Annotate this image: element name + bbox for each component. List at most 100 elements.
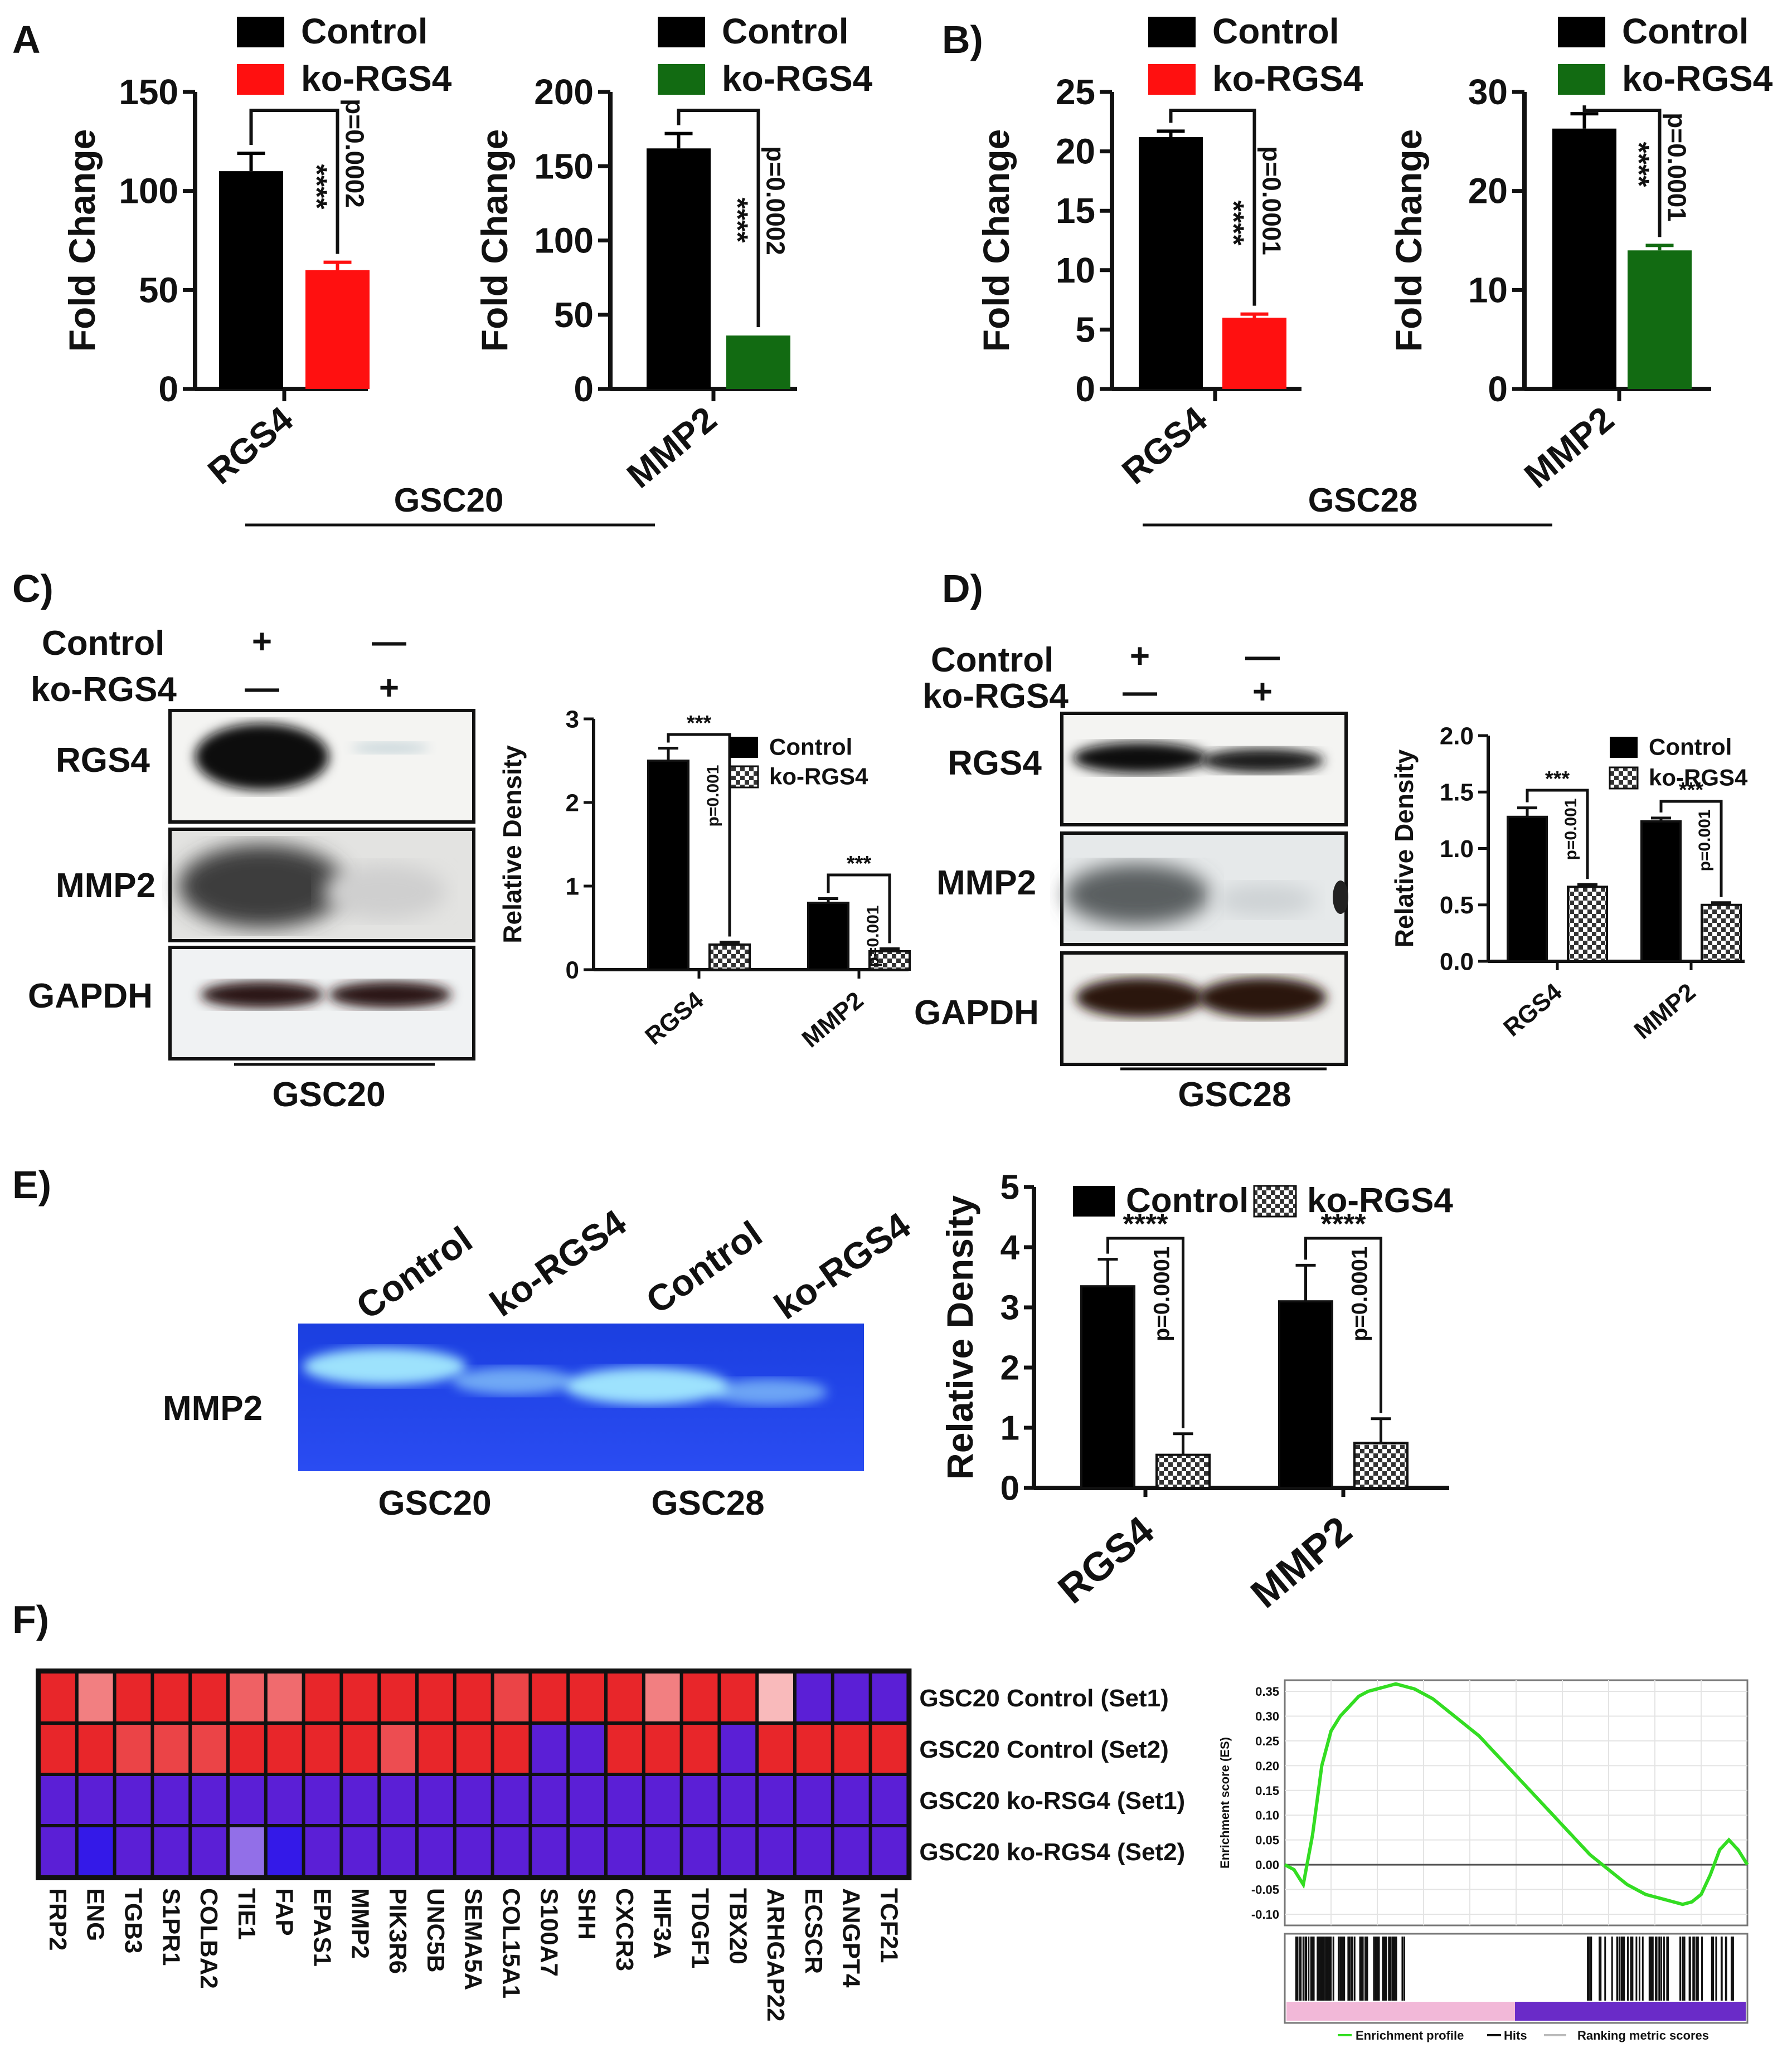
heatmap-cell [532, 1776, 567, 1824]
blot-c-band-label-mmp2: MMP2 [56, 867, 156, 905]
heatmap-cell [456, 1725, 491, 1773]
heatmap-cell [419, 1674, 453, 1721]
heatmap-gene-label: TCF21 [876, 1888, 903, 1963]
bar-control [807, 902, 849, 971]
panel-label-c: C) [12, 567, 54, 610]
heatmap-cell [192, 1776, 226, 1824]
heatmap-cell [154, 1725, 189, 1773]
bar-control [647, 760, 689, 971]
heatmap-cell [419, 1776, 453, 1824]
y-tick-label: 1 [1001, 1409, 1019, 1448]
heatmap-cell [872, 1776, 907, 1824]
blot-c-sign-ko-lane2: + [379, 669, 399, 707]
blot-c-band-label-gapdh: GAPDH [28, 977, 153, 1015]
heatmap-cell [456, 1674, 491, 1721]
x-category-label: MMP2 [1243, 1508, 1361, 1617]
y-axis-label: Relative Density [498, 745, 527, 943]
y-axis-label: Fold Change [975, 129, 1017, 352]
y-tick-label: 2.0 [1440, 722, 1474, 750]
heatmap-cell [230, 1827, 264, 1875]
heatmap-cell [116, 1725, 151, 1773]
heatmap-cell [683, 1776, 718, 1824]
bar-control [1080, 1285, 1135, 1489]
blot-d-gapdh-band-1 [1076, 977, 1204, 1018]
blot-c-group-label: GSC20 [272, 1076, 385, 1114]
bar-ko [305, 270, 370, 389]
gsea-y-tick-label: 0.30 [1255, 1709, 1279, 1723]
heatmap-cell [267, 1827, 302, 1875]
legend-label-ko: ko-RGS4 [1307, 1181, 1453, 1220]
heatmap-gene-label: S1PR1 [157, 1888, 184, 1966]
bar-control [1278, 1300, 1333, 1489]
x-category-label: RGS4 [640, 986, 709, 1050]
legend-label-control: Control [1126, 1181, 1249, 1220]
heatmap-gene-label: HIF3A [649, 1888, 676, 1959]
y-tick-label: 20 [1468, 171, 1508, 211]
bar-control [219, 171, 283, 389]
legend-swatch-ko [1253, 1185, 1297, 1218]
heatmap-gene-label: ENG [82, 1888, 109, 1941]
sig-stars: **** [300, 164, 333, 210]
heatmap-cell [570, 1776, 604, 1824]
y-tick-label: 0 [574, 369, 594, 409]
y-tick-label: 10 [1056, 250, 1095, 290]
y-tick-label: 1.0 [1440, 835, 1474, 863]
blot-c-row-control: Control [42, 624, 164, 663]
blot-c-rgs4-band-1 [195, 723, 329, 790]
legend-label-control: Control [1649, 733, 1732, 760]
y-tick-label: 0 [1001, 1470, 1019, 1508]
heatmap-gene-label: FRP2 [44, 1888, 71, 1950]
heatmap-cell [343, 1776, 378, 1824]
heatmap-cell [456, 1776, 491, 1824]
sig-stars: **** [721, 198, 754, 244]
legend-swatch-control [1148, 17, 1196, 47]
y-tick-label: 5 [1001, 1169, 1019, 1207]
heatmap-cell [721, 1776, 756, 1824]
sig-bracket [1659, 800, 1723, 897]
y-tick-label: 0.5 [1440, 892, 1474, 919]
y-tick-label: 4 [1001, 1229, 1020, 1267]
y-axis-label: Relative Density [939, 1195, 980, 1480]
heatmap-cell [343, 1725, 378, 1773]
blot-d-sign-ko-lane1: — [1123, 673, 1157, 711]
y-tick-label: 150 [534, 146, 594, 186]
blot-d-mmp2-band-2 [1215, 883, 1315, 917]
heatmap-gene-label: SEMA5A [460, 1888, 487, 1990]
y-axis-label: Fold Change [474, 129, 515, 352]
y-tick-label: 3 [1001, 1289, 1019, 1327]
blot-d-rgs4-band-1 [1073, 742, 1207, 774]
bar-ko [1628, 250, 1692, 389]
heatmap-cell [230, 1725, 264, 1773]
legend-label-ko: ko-RGS4 [301, 59, 452, 99]
gsea-y-tick-label: 0.15 [1255, 1784, 1279, 1798]
y-tick-label: 150 [119, 72, 178, 112]
heatmap-cell [645, 1674, 680, 1721]
heatmap-cell [381, 1827, 415, 1875]
y-tick-label: 0 [1488, 369, 1508, 409]
sig-stars: **** [1217, 201, 1250, 246]
heatmap-cell [494, 1827, 529, 1875]
heatmap-cell [834, 1674, 869, 1721]
heatmap-cell [419, 1827, 453, 1875]
legend-swatch-ko [658, 64, 705, 95]
heatmap-cell [721, 1827, 756, 1875]
y-tick-label: 200 [534, 72, 594, 112]
blot-c-gapdh-band-2 [329, 981, 451, 1008]
blot-c-gapdh-band-1 [201, 981, 323, 1008]
legend-label-ko: ko-RGS4 [769, 763, 868, 789]
blot-c-mmp2-band-1 [178, 844, 346, 928]
bar-control [1552, 128, 1616, 389]
bar-ko [1222, 318, 1286, 389]
zymo-group-label-1: GSC20 [378, 1484, 491, 1522]
heatmap-cell [381, 1725, 415, 1773]
sig-bracket [1304, 1237, 1382, 1413]
legend-label-ko: ko-RGS4 [722, 59, 873, 99]
heatmap-cell [192, 1725, 226, 1773]
blot-c-row-ko: ko-RGS4 [31, 670, 177, 709]
heatmap-cell [78, 1827, 113, 1875]
heatmap-cell [834, 1776, 869, 1824]
heatmap-cell [834, 1827, 869, 1875]
heatmap-gene-label: ARHGAP22 [762, 1888, 789, 2022]
chart-c-density: 0 1 2 3 Relative Density *** p=0.001 RGS4 *** p=0… [498, 706, 911, 1053]
